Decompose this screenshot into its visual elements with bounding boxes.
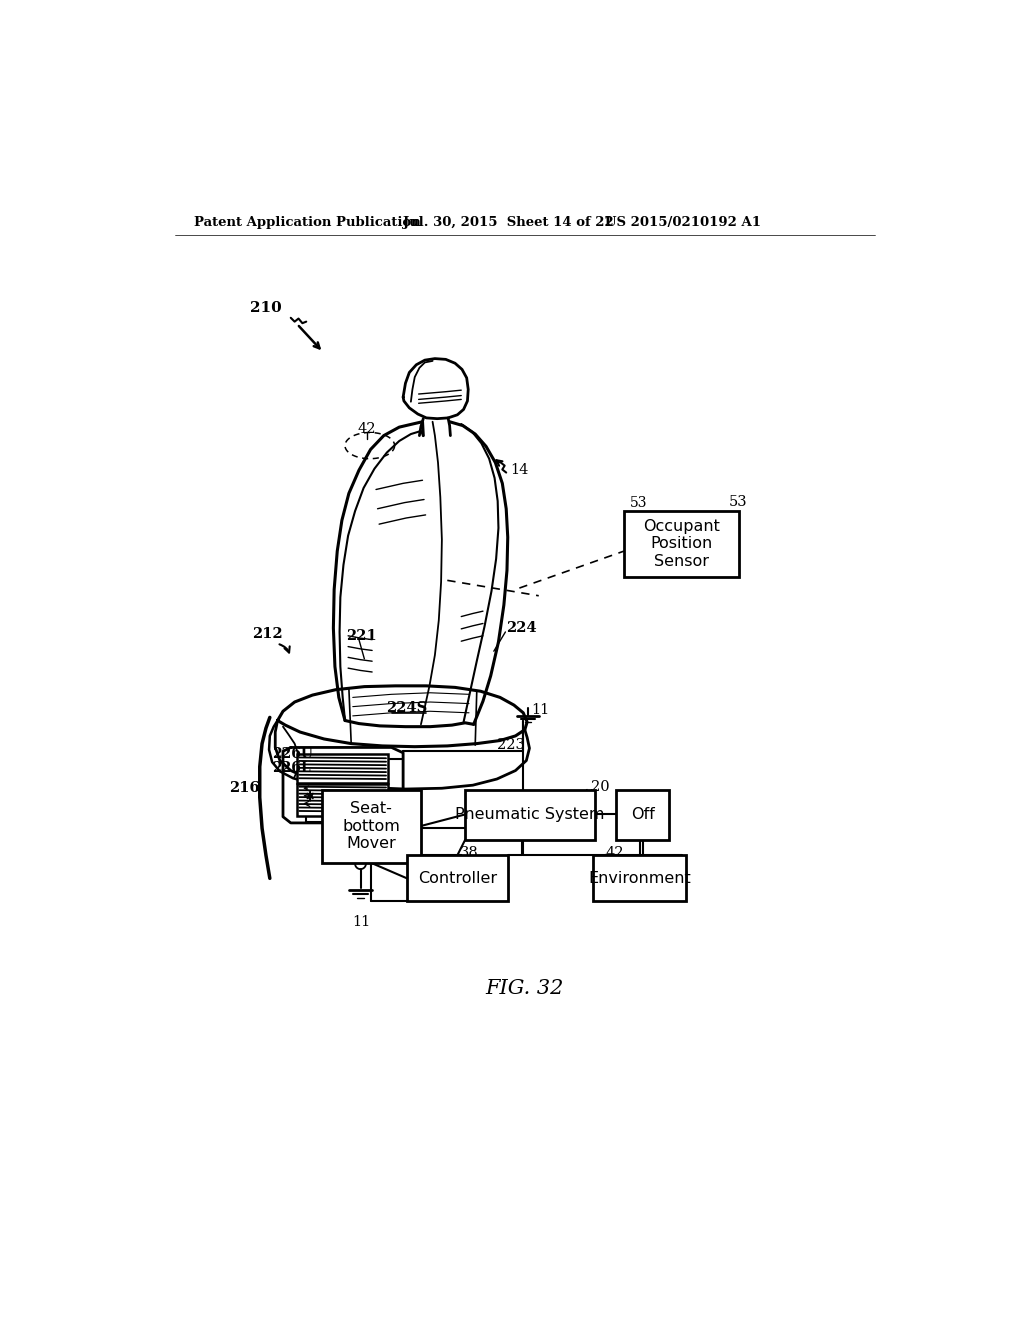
Text: 216: 216 bbox=[228, 781, 259, 795]
Text: Jul. 30, 2015  Sheet 14 of 22: Jul. 30, 2015 Sheet 14 of 22 bbox=[403, 216, 613, 230]
Bar bbox=[624, 511, 738, 577]
FancyBboxPatch shape bbox=[297, 784, 388, 816]
Text: FIG. 32: FIG. 32 bbox=[485, 979, 564, 998]
Text: 18: 18 bbox=[336, 830, 356, 845]
Text: Environment: Environment bbox=[588, 871, 691, 886]
Text: Patent Application Publication: Patent Application Publication bbox=[194, 216, 421, 230]
Text: 212: 212 bbox=[252, 627, 283, 642]
Text: 14: 14 bbox=[510, 463, 528, 478]
Text: 20: 20 bbox=[592, 780, 610, 795]
Bar bbox=[407, 855, 508, 902]
Text: 42: 42 bbox=[605, 846, 624, 859]
Text: Controller: Controller bbox=[418, 871, 497, 886]
Text: 226L: 226L bbox=[272, 762, 310, 775]
Text: 42: 42 bbox=[357, 422, 376, 437]
Text: 221: 221 bbox=[346, 628, 377, 643]
Text: 223: 223 bbox=[497, 738, 524, 752]
Bar bbox=[465, 789, 595, 840]
Text: 11: 11 bbox=[352, 915, 371, 929]
Bar bbox=[593, 855, 686, 902]
Text: 11: 11 bbox=[531, 702, 549, 717]
FancyBboxPatch shape bbox=[297, 754, 388, 783]
Text: 210: 210 bbox=[251, 301, 283, 314]
Text: 226U: 226U bbox=[272, 747, 313, 760]
Bar bbox=[322, 789, 421, 863]
Text: 224S: 224S bbox=[386, 701, 428, 715]
Bar bbox=[616, 789, 669, 840]
Text: Pneumatic System: Pneumatic System bbox=[456, 808, 605, 822]
Text: 53: 53 bbox=[729, 495, 748, 508]
Text: 224: 224 bbox=[506, 622, 537, 635]
Text: Occupant
Position
Sensor: Occupant Position Sensor bbox=[643, 519, 720, 569]
Text: 53: 53 bbox=[630, 495, 648, 510]
Text: Off: Off bbox=[631, 808, 654, 822]
Text: 38: 38 bbox=[460, 846, 478, 859]
Text: US 2015/0210192 A1: US 2015/0210192 A1 bbox=[604, 216, 761, 230]
Text: Seat-
bottom
Mover: Seat- bottom Mover bbox=[342, 801, 400, 851]
